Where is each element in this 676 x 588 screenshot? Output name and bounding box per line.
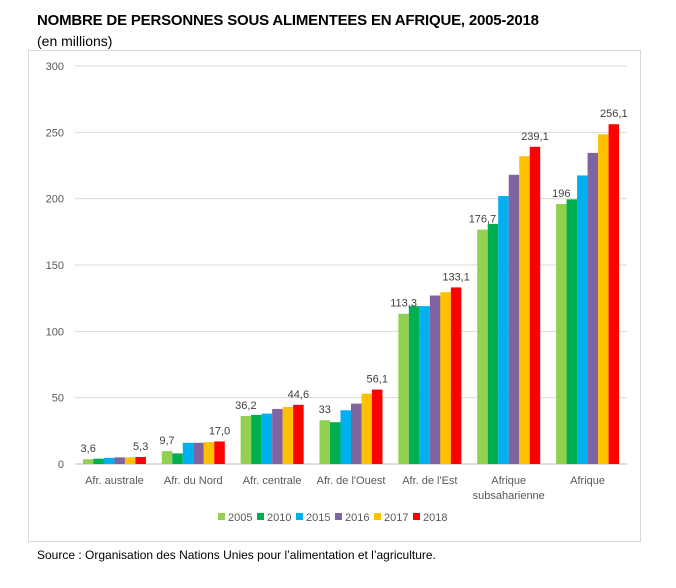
y-tick-label: 250 [46,127,64,139]
bar-2016 [351,403,362,464]
legend-label: 2017 [384,512,408,524]
bar-2017 [124,457,136,464]
legend-swatch-2016 [335,513,342,520]
bar-2018 [214,441,225,464]
data-label: 33 [319,404,331,416]
y-tick-label: 150 [46,260,64,272]
y-tick-label: 50 [52,393,64,405]
data-label: 44,6 [288,389,309,401]
bar-2005 [477,229,488,464]
y-tick-label: 100 [46,326,64,338]
legend-label: 2018 [423,512,447,524]
category-label: Afr. de l'Ouest [317,475,386,487]
bar-chart: 0 50 100 150 200 250 300 Afr. australe Afr. du N… [46,61,628,524]
data-label: 5,3 [133,441,148,453]
legend-label: 2015 [306,512,330,524]
bar-2010 [330,422,341,464]
bar-2017 [440,292,451,464]
bar-2005 [161,451,173,464]
bar-2010 [408,306,420,464]
bar-2018 [372,389,383,464]
bar-2015 [261,413,273,464]
data-label: 36,2 [235,400,256,412]
bar-2017 [282,406,294,464]
legend-label: 2005 [228,512,252,524]
bar-2016 [587,152,599,464]
bar-2016 [429,295,441,464]
category-label: Afr. centrale [243,475,302,487]
bar-2018 [293,404,304,464]
bar-2016 [193,442,204,464]
legend-swatch-2010 [257,513,264,520]
bar-2018 [608,124,620,465]
data-label: 256,1 [600,108,628,120]
y-tick-label: 300 [46,61,64,73]
bar-2005 [240,415,252,464]
data-label: 9,7 [159,435,174,447]
category-label: subsaharienne [473,490,545,502]
data-label: 17,0 [209,425,230,437]
data-label: 3,6 [81,443,96,455]
legend-label: 2016 [345,512,369,524]
data-label: 196 [552,188,570,200]
category-label: Afr. australe [85,475,144,487]
legend-swatch-2015 [296,513,303,520]
y-tick-label: 200 [46,194,64,206]
bar-2015 [340,410,351,464]
bar-2016 [114,457,125,464]
legend-swatch-2018 [413,513,420,520]
bar-2010 [487,223,499,464]
bar-2005 [82,459,94,464]
bar-2010 [566,199,578,464]
bar-2016 [272,408,283,464]
bar-2017 [203,442,215,464]
bar-2005 [556,203,567,464]
bar-2016 [508,174,520,464]
source-note: Source : Organisation des Nations Unies … [37,548,436,562]
bar-2010 [172,453,183,464]
data-label: 176,7 [469,214,497,226]
y-tick-label: 0 [58,459,64,471]
bar-2015 [498,196,509,464]
data-label: 133,1 [442,271,470,283]
legend-label: 2010 [267,512,291,524]
bar-2017 [361,393,372,464]
bar-2017 [598,134,609,464]
bar-2010 [93,458,104,464]
category-label: Afr. du Nord [164,475,223,487]
legend-swatch-2005 [218,513,225,520]
bar-2015 [182,442,194,464]
bar-2018 [135,456,146,464]
bar-2018 [529,146,541,464]
category-label: Afrique [491,475,526,487]
legend-swatch-2017 [374,513,381,520]
data-label: 113,3 [390,298,417,310]
chart-subtitle: (en millions) [37,33,113,49]
category-label: Afr. de l'Est [402,475,457,487]
bar-2005 [398,313,409,464]
chart-area: 0 50 100 150 200 250 300 Afr. australe Afr. du N… [28,50,641,542]
bar-2010 [251,414,262,464]
bar-2015 [103,457,115,464]
chart-title: NOMBRE DE PERSONNES SOUS ALIMENTEES EN A… [37,12,539,29]
bar-2015 [577,175,588,464]
category-label: Afrique [570,475,605,487]
data-label: 239,1 [521,131,549,143]
bar-2005 [319,420,330,464]
bar-2018 [450,287,462,464]
data-label: 56,1 [367,374,388,386]
bar-2015 [419,306,430,464]
bar-2017 [519,156,530,465]
